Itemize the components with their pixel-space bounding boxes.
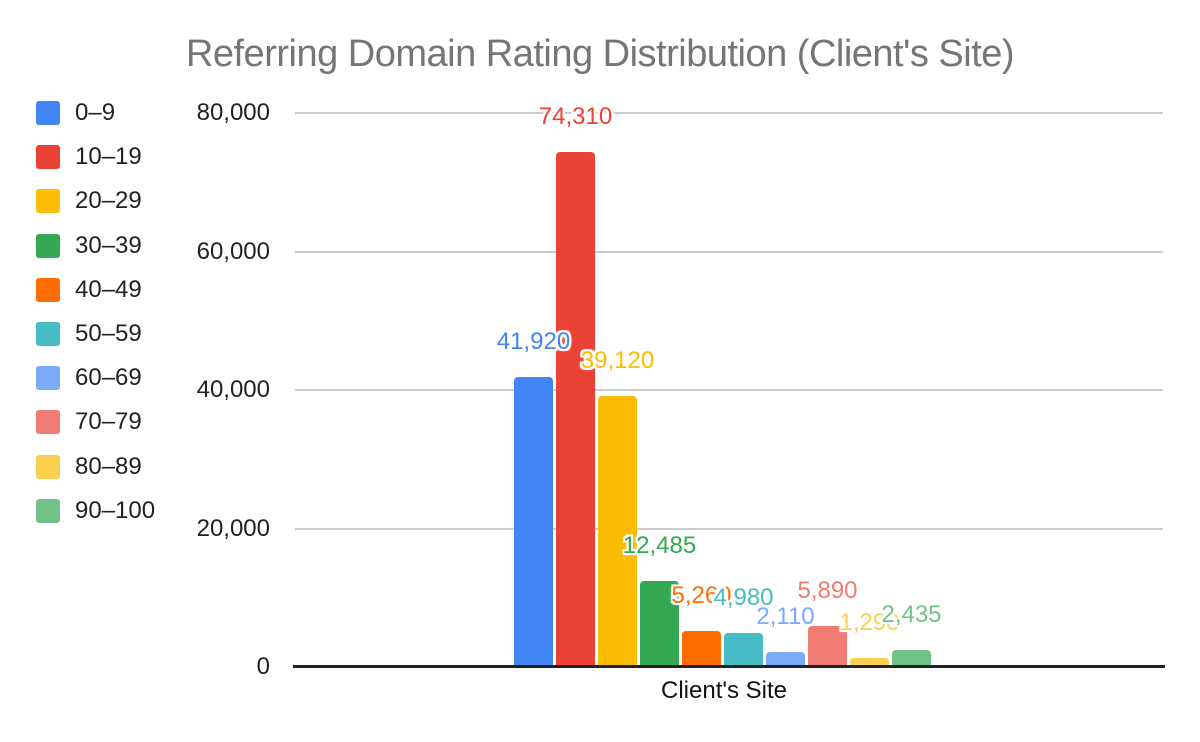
bar-value-label: 4,980 xyxy=(713,583,774,611)
legend-swatch xyxy=(36,233,60,258)
bar-10–19[interactable] xyxy=(556,152,595,667)
bar-50–59[interactable] xyxy=(724,632,763,667)
legend-swatch xyxy=(36,410,60,435)
legend-swatch xyxy=(36,101,60,125)
legend-item-10–19[interactable]: 10–19 xyxy=(36,143,142,171)
bar-0–9[interactable] xyxy=(514,376,553,667)
legend-swatch xyxy=(36,322,60,346)
legend-label: 50–59 xyxy=(75,320,142,347)
y-axis-tick-label: 40,000 xyxy=(196,376,270,403)
legend-item-30–39[interactable]: 30–39 xyxy=(36,232,142,260)
legend-swatch xyxy=(36,498,60,523)
legend-label: 40–49 xyxy=(75,275,142,303)
legend-label: 70–79 xyxy=(75,408,142,436)
legend-item-40–49[interactable]: 40–49 xyxy=(36,276,142,304)
legend-label: 30–39 xyxy=(75,231,142,259)
legend-swatch xyxy=(36,189,60,214)
gridline xyxy=(295,389,1163,391)
bar-60–69[interactable] xyxy=(766,652,805,667)
bar-value-label: 5,260 xyxy=(671,581,732,609)
legend-item-80–89[interactable]: 80–89 xyxy=(36,453,142,481)
y-axis-tick-label: 60,000 xyxy=(196,237,270,265)
legend-item-50–59[interactable]: 50–59 xyxy=(36,320,142,348)
bar-20–29[interactable] xyxy=(598,396,637,667)
legend-item-90–100[interactable]: 90–100 xyxy=(36,497,155,525)
chart-title: Referring Domain Rating Distribution (Cl… xyxy=(185,33,1015,75)
bar-value-label: 5,890 xyxy=(797,577,858,605)
bar-value-label: 1,290 xyxy=(839,609,900,637)
bar-value-label: 12,485 xyxy=(622,531,697,559)
gridline xyxy=(295,527,1163,530)
bar-30–39[interactable] xyxy=(640,580,679,667)
bar-90–100[interactable] xyxy=(892,650,931,667)
legend-swatch xyxy=(36,366,60,391)
y-axis-tick-label: 80,000 xyxy=(196,99,270,126)
legend-swatch xyxy=(36,277,60,302)
bar-value-label: 2,435 xyxy=(881,601,942,629)
bar-value-label: 39,120 xyxy=(580,347,655,375)
legend-item-70–79[interactable]: 70–79 xyxy=(36,408,142,436)
legend-item-60–69[interactable]: 60–69 xyxy=(36,364,142,392)
bar-40–49[interactable] xyxy=(682,630,721,667)
x-axis-baseline xyxy=(293,665,1165,668)
bar-80–89[interactable] xyxy=(850,658,889,667)
legend-label: 0–9 xyxy=(75,99,116,126)
legend-swatch xyxy=(36,454,60,479)
legend-item-0–9[interactable]: 0–9 xyxy=(36,99,115,127)
bar-value-label: 2,110 xyxy=(756,603,815,631)
legend-label: 10–19 xyxy=(75,143,142,171)
gridline xyxy=(295,112,1163,114)
legend-label: 90–100 xyxy=(75,496,156,524)
legend-label: 80–89 xyxy=(75,452,142,480)
bar-value-label: 74,310 xyxy=(538,103,613,131)
gridline xyxy=(295,250,1163,253)
legend-swatch xyxy=(36,145,60,170)
bar-70–79[interactable] xyxy=(808,626,847,667)
y-axis-tick-label: 0 xyxy=(256,653,270,680)
bar-value-label: 41,920 xyxy=(496,327,571,355)
legend-label: 20–29 xyxy=(75,187,142,215)
x-axis-category-label: Client's Site xyxy=(661,677,787,704)
legend-item-20–29[interactable]: 20–29 xyxy=(36,187,142,215)
y-axis-tick-label: 20,000 xyxy=(196,514,270,542)
legend-label: 60–69 xyxy=(75,364,142,392)
